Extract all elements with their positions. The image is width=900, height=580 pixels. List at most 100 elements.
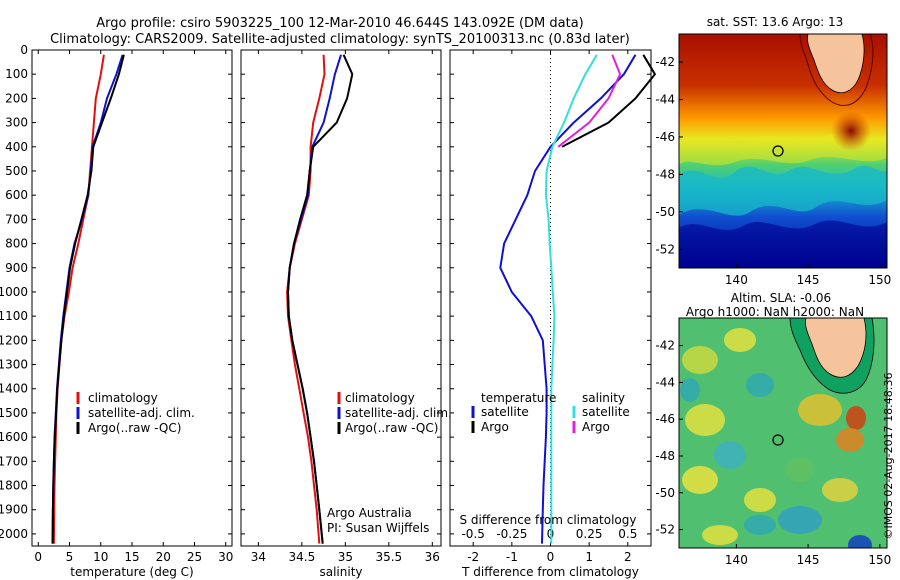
sla-patch <box>685 404 725 436</box>
sla-patch <box>846 406 866 430</box>
series-line-0 <box>499 54 637 544</box>
s-diff-tick-label: -0.25 <box>496 527 527 541</box>
legend-label-argo: Argo(..raw -QC) <box>88 421 181 435</box>
x-tick-label: -2 <box>467 550 479 564</box>
sla-patch <box>822 478 858 502</box>
depth-tick-label: 200 <box>5 91 28 105</box>
x-tick-label: 30 <box>218 550 233 564</box>
depth-tick-label: 1100 <box>0 309 28 323</box>
s-difference-axis-label: S difference from climatology <box>460 513 637 527</box>
tasmania-shelf-contour <box>799 34 874 106</box>
figure-title-line2: Climatology: CARS2009. Satellite-adjuste… <box>50 32 630 47</box>
differences-x-axis-label: T difference from climatology <box>461 565 639 579</box>
lat-tick-label: -50 <box>655 486 675 500</box>
sla-patch <box>682 346 718 374</box>
x-tick-label: 1 <box>585 550 593 564</box>
lon-tick-label: 145 <box>797 553 820 567</box>
sla-patch <box>744 515 776 535</box>
credit-pi: PI: Susan Wijffels <box>327 521 429 535</box>
depth-tick-label: 400 <box>5 140 28 154</box>
x-tick-label: 36 <box>425 550 440 564</box>
salinity-panel: 34 34.5 35 35.5 36 salinity <box>240 49 442 579</box>
legend-label-temp-argo: Argo <box>481 420 509 434</box>
depth-tick-label: 1900 <box>0 503 28 517</box>
lat-tick-label: -52 <box>655 523 675 537</box>
depth-tick-label: 1400 <box>0 382 28 396</box>
lat-tick-label: -48 <box>655 449 675 463</box>
sla-patch <box>682 466 718 494</box>
x-tick-label: 5 <box>66 550 74 564</box>
series-line-3 <box>557 54 622 148</box>
imos-timestamp: ©IMOS 02-Aug-2017 18:48:36 <box>882 373 895 540</box>
x-tick-label: 35.5 <box>375 550 402 564</box>
series-line-0 <box>52 54 105 544</box>
legend-label-sal-argo: Argo <box>582 420 610 434</box>
sla-patch <box>836 428 864 452</box>
lon-tick-label: 140 <box>725 273 748 287</box>
tasmania-land <box>805 318 867 378</box>
sla-map-axes: 140 145 150 -42 -44 -46 -48 -50 -52 <box>655 339 891 567</box>
depth-tick-label: 1000 <box>0 285 28 299</box>
lon-tick-label: 150 <box>868 273 891 287</box>
x-tick-label: 0 <box>547 550 555 564</box>
depth-tick-label: 2000 <box>0 527 28 541</box>
sla-map <box>679 318 887 548</box>
x-tick-label: 34.5 <box>289 550 316 564</box>
series-line-2 <box>287 54 354 544</box>
lat-tick-label: -46 <box>655 130 675 144</box>
sla-map-title-line1: Altim. SLA: -0.06 <box>731 291 831 305</box>
sla-anomaly-patches <box>680 328 872 548</box>
s-diff-tick-label: 0.5 <box>618 527 637 541</box>
temperature-panel: 0100200300400500600700800900100011001200… <box>0 43 233 579</box>
tasmania-land <box>807 34 865 94</box>
x-tick-label: 0 <box>34 550 42 564</box>
lon-tick-label: 145 <box>797 273 820 287</box>
lat-tick-label: -52 <box>655 242 675 256</box>
sla-patch <box>702 525 738 545</box>
series-line-2 <box>51 54 125 544</box>
figure-title-line1: Argo profile: csiro 5903225_100 12-Mar-2… <box>96 16 584 31</box>
x-tick-label: 10 <box>93 550 108 564</box>
depth-tick-label: 300 <box>5 116 28 130</box>
sst-map-axes: 140 145 150 -42 -44 -46 -48 -50 -52 <box>655 55 891 287</box>
difference-legend: temperature satellite Argo salinity sate… <box>471 391 630 434</box>
sst-cold-tongue <box>679 220 887 268</box>
legend-title-temperature: temperature <box>481 391 556 405</box>
sla-patch <box>798 394 842 426</box>
sla-patch <box>724 328 756 352</box>
legend-label-satellite: satellite-adj. clim. <box>345 406 452 420</box>
sla-patch <box>778 506 822 534</box>
lat-tick-label: -46 <box>655 412 675 426</box>
sla-patch <box>786 458 814 482</box>
sla-patch <box>680 378 700 402</box>
legend-label-sal-satellite: satellite <box>582 405 630 419</box>
sst-map <box>679 34 887 268</box>
sla-patch <box>746 373 774 397</box>
temperature-legend: climatology satellite-adj. clim. Argo(..… <box>76 391 195 435</box>
series-line-1 <box>561 54 656 148</box>
depth-tick-label: 600 <box>5 188 28 202</box>
legend-label-climatology: climatology <box>88 391 158 405</box>
sst-argo-location-marker <box>772 145 784 157</box>
x-tick-label: 35 <box>338 550 353 564</box>
legend-label-satellite: satellite-adj. clim. <box>88 406 195 420</box>
depth-tick-label: 1800 <box>0 479 28 493</box>
s-diff-tick-label: -0.5 <box>461 527 484 541</box>
credit-center: Argo Australia <box>327 506 412 520</box>
lat-tick-label: -42 <box>655 55 675 69</box>
x-tick-label: 2 <box>624 550 632 564</box>
depth-tick-label: 0 <box>20 43 28 57</box>
sst-front-wave <box>679 165 887 216</box>
depth-tick-label: 1200 <box>0 333 28 347</box>
lon-tick-label: 140 <box>725 553 748 567</box>
sst-map-frame <box>678 33 888 269</box>
sla-map-frame <box>678 317 888 549</box>
depth-tick-label: 1700 <box>0 454 28 468</box>
lat-tick-label: -48 <box>655 167 675 181</box>
x-tick-label: 15 <box>124 550 139 564</box>
lon-tick-label: 150 <box>868 553 891 567</box>
depth-tick-label: 800 <box>5 237 28 251</box>
sla-patch <box>848 535 872 548</box>
legend-title-salinity: salinity <box>582 391 625 405</box>
x-tick-label: 25 <box>187 550 202 564</box>
